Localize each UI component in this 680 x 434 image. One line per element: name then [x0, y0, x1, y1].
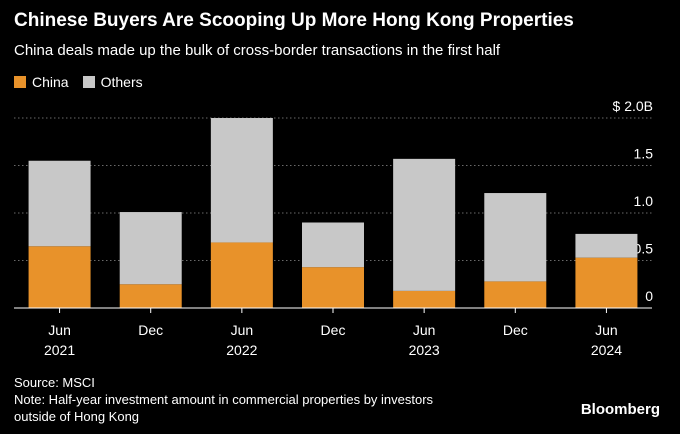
- x-tick-label: Jun: [595, 322, 618, 338]
- bar-china: [119, 284, 182, 308]
- legend-label-china: China: [32, 74, 69, 90]
- y-tick-label: 0.5: [634, 241, 654, 257]
- bar-china: [393, 290, 456, 308]
- source-note: Source: MSCI: [14, 375, 95, 390]
- x-tick-label: Jun: [231, 322, 254, 338]
- bar-china: [210, 242, 273, 308]
- x-tick-label: Dec: [138, 322, 163, 338]
- legend-swatch-others: [82, 76, 95, 88]
- legend-item-others: Others: [82, 74, 143, 90]
- y-tick-label: 1.0: [634, 193, 654, 209]
- bar-others: [393, 158, 456, 291]
- bar-others: [210, 118, 273, 243]
- legend-label-others: Others: [100, 74, 143, 90]
- chart-subtitle: China deals made up the bulk of cross-bo…: [14, 42, 501, 59]
- x-tick-year-label: 2023: [409, 342, 440, 358]
- x-tick-year-label: 2024: [591, 342, 622, 358]
- legend: China Others: [14, 74, 157, 90]
- footnote-line-2: outside of Hong Kong: [14, 409, 140, 424]
- chart-title: Chinese Buyers Are Scooping Up More Hong…: [14, 10, 574, 31]
- y-tick-label: 1.5: [634, 146, 654, 162]
- x-tick-label: Jun: [413, 322, 436, 338]
- x-tick-year-label: 2022: [226, 342, 257, 358]
- x-tick-label: Jun: [48, 322, 71, 338]
- bar-others: [28, 160, 91, 247]
- chart-footer: Source: MSCI Note: Half-year investment …: [14, 374, 433, 425]
- bar-others: [575, 233, 638, 258]
- y-tick-label: $ 2.0B: [613, 98, 653, 114]
- bar-china: [484, 281, 547, 308]
- bar-china: [302, 267, 364, 308]
- bar-others: [119, 212, 182, 285]
- legend-item-china: China: [14, 74, 69, 90]
- bar-china: [575, 257, 638, 308]
- legend-swatch-china: [14, 76, 26, 88]
- y-tick-label: 0: [645, 288, 653, 304]
- bar-others: [302, 222, 364, 268]
- x-tick-year-label: 2021: [44, 342, 75, 358]
- bar-china: [28, 246, 91, 308]
- footnote-line-1: Note: Half-year investment amount in com…: [14, 392, 434, 407]
- x-tick-label: Dec: [503, 322, 528, 338]
- bloomberg-logo: Bloomberg: [580, 401, 660, 418]
- bar-others: [484, 193, 547, 282]
- x-tick-label: Dec: [321, 322, 346, 338]
